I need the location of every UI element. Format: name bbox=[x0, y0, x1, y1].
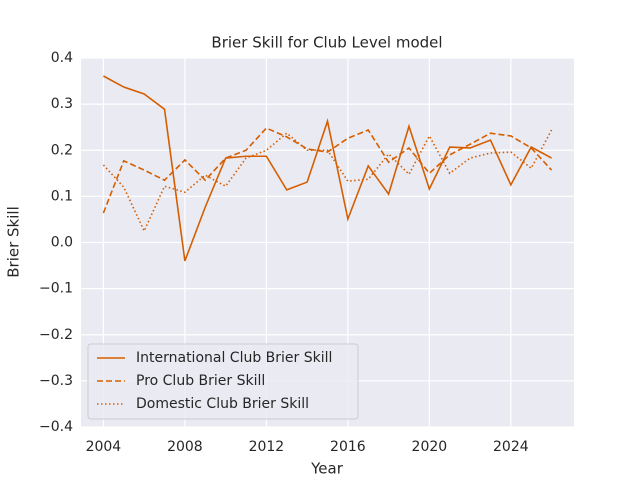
y-tick-label: −0.4 bbox=[39, 419, 73, 435]
chart-title: Brier Skill for Club Level model bbox=[211, 34, 442, 52]
x-tick-label: 2008 bbox=[167, 439, 203, 455]
y-tick-label: 0.1 bbox=[51, 188, 73, 204]
series-line bbox=[102, 129, 553, 233]
y-axis-label: Brier Skill bbox=[5, 206, 23, 278]
series-line bbox=[102, 127, 553, 214]
y-tick-label: 0.2 bbox=[51, 142, 73, 158]
series-line bbox=[103, 75, 552, 262]
legend: International Club Brier Skill Pro Club B… bbox=[87, 343, 359, 420]
y-tick-label: −0.1 bbox=[39, 281, 73, 297]
x-axis-label: Year bbox=[310, 460, 344, 478]
y-tick-label: 0.3 bbox=[51, 96, 73, 112]
y-tick-label: −0.2 bbox=[39, 327, 73, 343]
y-tick-label: 0.4 bbox=[51, 50, 73, 66]
x-tick-label: 2020 bbox=[412, 439, 448, 455]
legend-label: International Club Brier Skill bbox=[136, 350, 332, 366]
y-tick-label: 0.0 bbox=[51, 235, 73, 251]
legend-label: Domestic Club Brier Skill bbox=[136, 396, 309, 412]
legend-box bbox=[87, 343, 359, 420]
x-tick-label: 2016 bbox=[330, 439, 366, 455]
x-tick-label: 2024 bbox=[493, 439, 529, 455]
legend-label: Pro Club Brier Skill bbox=[136, 373, 265, 389]
x-tick-label: 2012 bbox=[249, 439, 285, 455]
y-tick-label: −0.3 bbox=[39, 373, 73, 389]
x-tick-label: 2004 bbox=[86, 439, 122, 455]
